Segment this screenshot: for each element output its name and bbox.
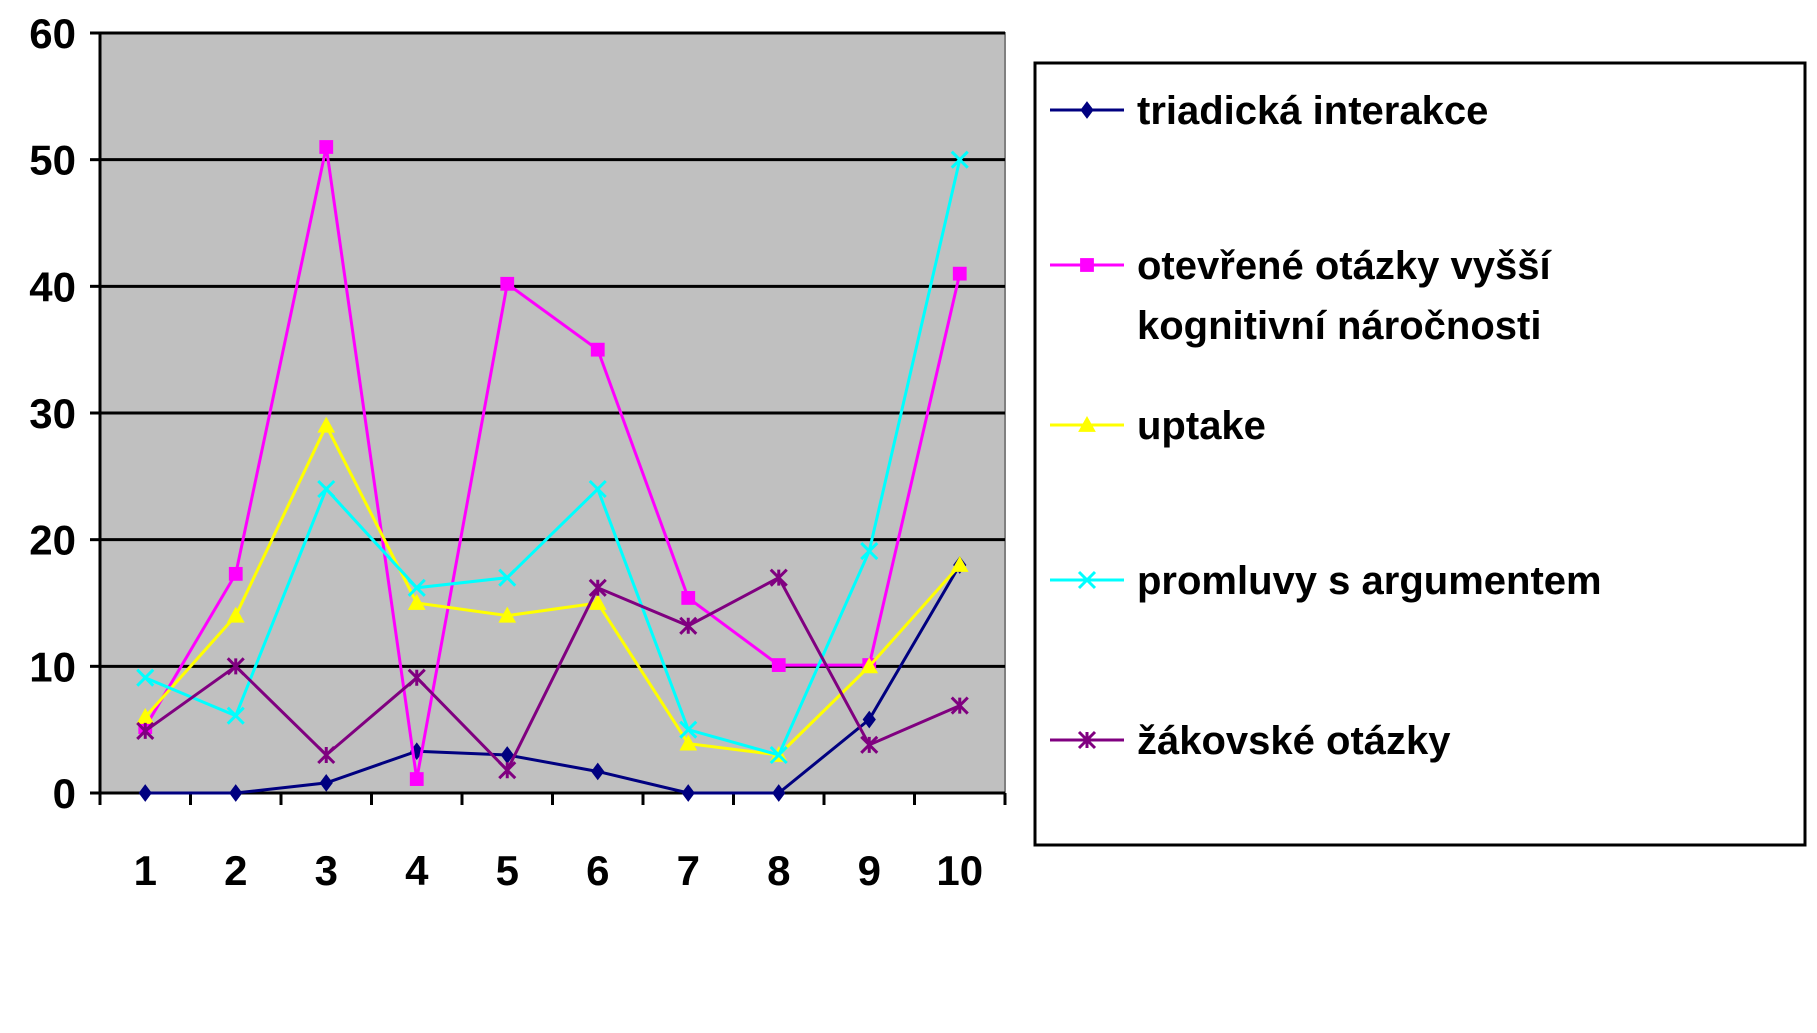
- data-point: [591, 762, 605, 781]
- y-axis-ticks: 0 10 20 30 40 50 60: [29, 10, 100, 817]
- legend-label: uptake: [1137, 404, 1266, 448]
- data-point: [681, 784, 695, 802]
- data-point: [319, 140, 334, 154]
- x-tick-label: 8: [767, 847, 790, 894]
- series-line: [144, 159, 962, 757]
- legend-label: žákovské otázky: [1137, 719, 1451, 763]
- x-tick-label: 5: [496, 847, 519, 894]
- series-4: [136, 150, 969, 765]
- data-point: [138, 784, 152, 802]
- data-point: [136, 668, 155, 687]
- data-point: [226, 606, 245, 623]
- x-tick-label: 7: [677, 847, 700, 894]
- data-point: [679, 720, 698, 739]
- legend-label: otevřené otázky vyšší kognitivní náročnos…: [1137, 244, 1552, 348]
- legend-swatch-marker: [1080, 101, 1094, 119]
- data-point: [226, 706, 245, 725]
- x-tick-label: 2: [224, 847, 247, 894]
- y-tick-label: 10: [29, 643, 76, 690]
- data-point: [409, 772, 424, 786]
- x-axis-ticks: 1 2 3 4 5 6 7 8 9 10: [98, 793, 1007, 894]
- series-layer: [136, 140, 969, 802]
- data-point: [769, 745, 788, 765]
- data-point: [407, 668, 426, 687]
- data-point: [769, 568, 788, 587]
- legend-swatch-marker: [1078, 415, 1096, 432]
- data-point: [407, 578, 426, 597]
- data-point: [860, 542, 879, 561]
- x-tick-label: 3: [315, 847, 338, 894]
- data-point: [590, 342, 605, 357]
- data-point: [950, 150, 969, 169]
- data-point: [317, 479, 336, 499]
- legend: triadická interakce otevřené otázky vyšší…: [1033, 61, 1807, 847]
- data-point: [952, 266, 967, 281]
- legend-entry: uptake: [1050, 404, 1266, 448]
- legend-swatch-marker: [1077, 570, 1097, 590]
- data-point: [136, 721, 155, 740]
- legend-label: promluvy s argumentem: [1137, 559, 1602, 603]
- legend-entry: promluvy s argumentem: [1050, 559, 1602, 603]
- data-point: [317, 416, 336, 433]
- data-point: [498, 568, 517, 587]
- data-point: [588, 593, 607, 610]
- series-line: [144, 575, 961, 773]
- data-point: [226, 657, 245, 676]
- y-tick-label: 0: [53, 770, 76, 817]
- data-point: [229, 784, 243, 802]
- x-tick-label: 4: [405, 847, 429, 894]
- y-tick-label: 40: [29, 263, 76, 310]
- data-point: [319, 774, 333, 792]
- series-line: [145, 564, 962, 795]
- legend-box: [1033, 61, 1807, 847]
- legend-entry: triadická interakce: [1050, 89, 1488, 133]
- data-point: [771, 658, 786, 672]
- data-point: [679, 616, 698, 635]
- series-line: [143, 146, 962, 780]
- legend-label: triadická interakce: [1137, 89, 1488, 133]
- data-point: [498, 606, 517, 623]
- legend-entry: žákovské otázky: [1050, 719, 1451, 763]
- y-tick-label: 50: [29, 137, 76, 184]
- data-point: [588, 578, 607, 597]
- data-point: [860, 735, 879, 754]
- data-point: [498, 761, 517, 780]
- data-point: [588, 479, 607, 499]
- series-5: [136, 568, 969, 780]
- x-tick-label: 10: [936, 847, 983, 894]
- y-tick-label: 60: [29, 10, 76, 57]
- data-point: [950, 696, 969, 715]
- data-point: [681, 591, 696, 605]
- y-tick-label: 30: [29, 390, 76, 437]
- data-point: [228, 566, 243, 581]
- data-point: [860, 657, 879, 674]
- y-tick-label: 20: [29, 517, 76, 564]
- legend-swatch-marker: [1080, 258, 1094, 272]
- data-point: [862, 710, 876, 729]
- series-line: [144, 422, 961, 757]
- legend-entry: otevřené otázky vyšší kognitivní náročnos…: [1050, 244, 1552, 348]
- data-point: [317, 745, 336, 765]
- data-point: [500, 276, 515, 291]
- data-point: [407, 593, 426, 610]
- legend-swatch-marker: [1077, 730, 1097, 750]
- data-point: [950, 555, 969, 572]
- data-point: [679, 734, 698, 751]
- x-tick-label: 6: [586, 847, 609, 894]
- x-tick-label: 1: [134, 847, 157, 894]
- x-tick-label: 9: [858, 847, 881, 894]
- data-point: [772, 784, 786, 802]
